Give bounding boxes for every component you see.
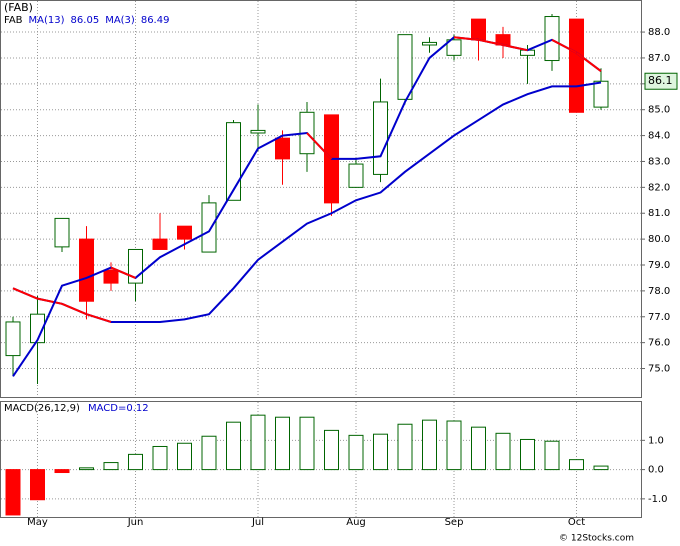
macd-bar bbox=[201, 435, 217, 471]
macd-title: MACD(26,12,9) bbox=[4, 403, 80, 414]
y-tick-label: 76.0 bbox=[648, 338, 670, 349]
legend-value: 86.05 bbox=[71, 15, 100, 26]
y-tick-label: 83.0 bbox=[648, 156, 670, 167]
macd-bar bbox=[54, 469, 70, 474]
x-tick-label: Jul bbox=[251, 517, 264, 528]
y-tick-label: 85.0 bbox=[648, 105, 670, 116]
y-tick-label: 80.0 bbox=[648, 234, 670, 245]
legend-value: 86.49 bbox=[141, 15, 170, 26]
macd-bar bbox=[299, 416, 315, 471]
macd-panel bbox=[0, 401, 642, 518]
ma-down-segment bbox=[306, 132, 333, 160]
candle-body bbox=[54, 217, 70, 248]
macd-bar bbox=[128, 453, 143, 471]
ma-down-segment bbox=[86, 313, 112, 323]
ma-down-segment bbox=[575, 51, 602, 72]
candle-body bbox=[373, 101, 388, 175]
y-tick-label: 77.0 bbox=[648, 312, 670, 323]
ma-down-segment bbox=[551, 38, 577, 54]
macd-bar bbox=[593, 465, 609, 471]
legend-name: MA(3) bbox=[105, 15, 135, 26]
x-tick-label: Sep bbox=[445, 517, 464, 528]
ma-down-segment bbox=[61, 302, 87, 316]
price-panel bbox=[0, 0, 642, 398]
last-price-label: 86.1 bbox=[648, 74, 673, 87]
macd-bar bbox=[569, 459, 584, 471]
last-price-box bbox=[644, 72, 678, 90]
y-tick-label: 88.0 bbox=[648, 27, 670, 38]
candle-body bbox=[397, 34, 413, 100]
candle-body bbox=[5, 321, 21, 357]
ma-line bbox=[12, 36, 602, 377]
candle-body bbox=[79, 238, 94, 302]
candle-body bbox=[593, 80, 609, 108]
macd-bar bbox=[79, 467, 94, 471]
ma-down-segment bbox=[453, 36, 479, 41]
candle-body bbox=[275, 137, 290, 160]
candle-body bbox=[103, 269, 119, 284]
macd-bar bbox=[275, 416, 290, 471]
legend-symbol: FAB bbox=[4, 15, 23, 26]
macd-value: MACD=0.12 bbox=[88, 403, 149, 414]
y-tick-label: -1.0 bbox=[648, 494, 668, 505]
ma-down-segment bbox=[502, 44, 528, 52]
macd-bar bbox=[446, 420, 462, 471]
macd-bar bbox=[348, 434, 364, 471]
macd-bar bbox=[471, 426, 486, 471]
candle-body bbox=[250, 129, 266, 134]
macd-bar bbox=[495, 432, 511, 471]
macd-bar bbox=[103, 462, 119, 471]
legend-name: MA(13) bbox=[29, 15, 65, 26]
y-tick-label: 78.0 bbox=[648, 286, 670, 297]
macd-bar bbox=[373, 433, 388, 471]
macd-bar bbox=[544, 440, 560, 471]
candle-body bbox=[569, 18, 584, 113]
ma-down-segment bbox=[37, 297, 63, 305]
x-tick-label: Jun bbox=[127, 517, 144, 528]
candle-body bbox=[544, 16, 560, 62]
candle-body bbox=[201, 202, 217, 253]
candle-body bbox=[177, 225, 192, 240]
candle-body bbox=[471, 18, 486, 41]
macd-bar bbox=[397, 423, 413, 471]
candle-body bbox=[446, 39, 462, 56]
macd-bar bbox=[226, 421, 241, 471]
ma-down-segment bbox=[110, 266, 136, 279]
ma-down-segment bbox=[478, 38, 504, 46]
y-tick-label: 0.0 bbox=[648, 465, 664, 476]
ma-down-segment bbox=[12, 287, 38, 300]
chart-title: (FAB) bbox=[4, 1, 33, 14]
candle-body bbox=[348, 163, 364, 188]
candle-body bbox=[226, 122, 241, 201]
y-tick-label: 79.0 bbox=[648, 260, 670, 271]
candle-body bbox=[152, 238, 168, 250]
macd-bar bbox=[152, 445, 168, 471]
macd-bar bbox=[324, 429, 339, 471]
y-tick-label: 81.0 bbox=[648, 208, 670, 219]
macd-bar bbox=[5, 469, 21, 516]
macd-bar bbox=[250, 414, 266, 471]
x-tick-label: Aug bbox=[346, 517, 366, 528]
x-tick-label: Oct bbox=[568, 517, 585, 528]
y-tick-label: 82.0 bbox=[648, 182, 670, 193]
candle-body bbox=[30, 313, 45, 344]
macd-bar bbox=[422, 419, 437, 471]
y-tick-label: 84.0 bbox=[648, 131, 670, 142]
x-tick-label: May bbox=[27, 517, 48, 528]
y-tick-label: 1.0 bbox=[648, 435, 664, 446]
macd-bar bbox=[30, 469, 45, 501]
macd-bar bbox=[520, 438, 535, 471]
y-tick-label: 87.0 bbox=[648, 53, 670, 64]
footer: © 12Stocks.com bbox=[559, 534, 634, 544]
macd-bar bbox=[177, 442, 192, 471]
y-tick-label: 75.0 bbox=[648, 364, 670, 375]
candle-body bbox=[422, 41, 437, 46]
